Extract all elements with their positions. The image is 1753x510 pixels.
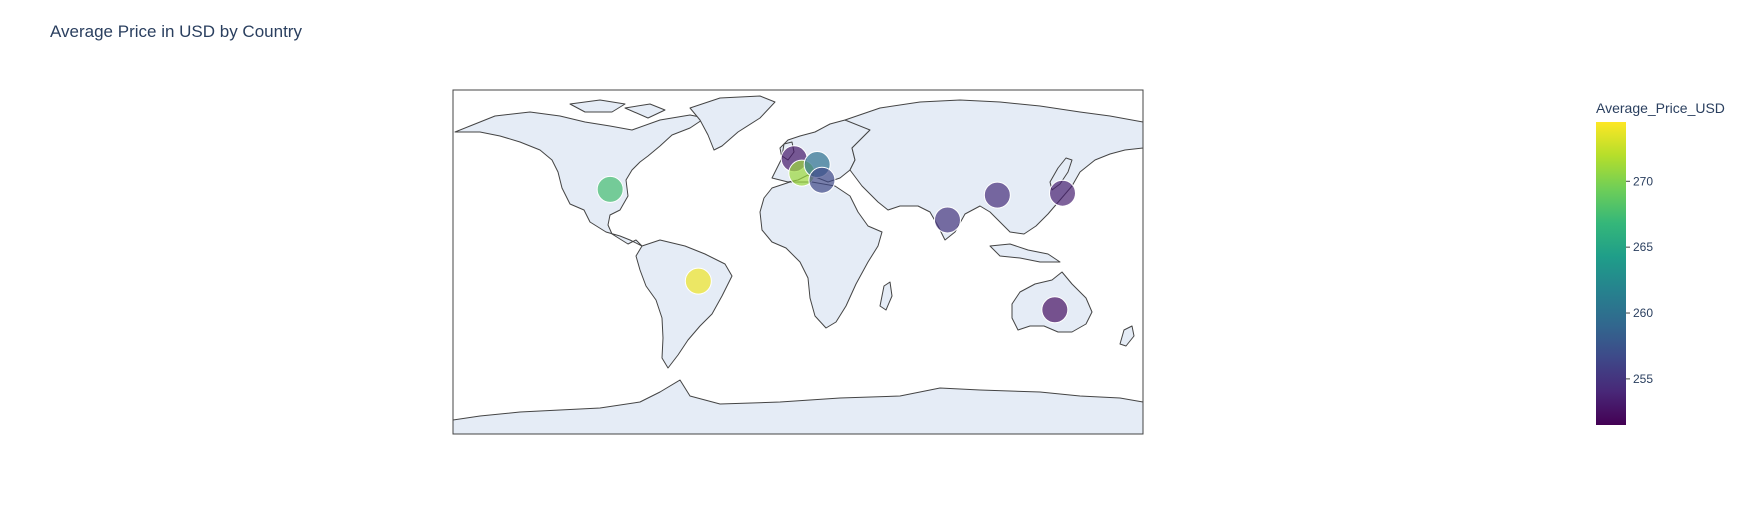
landmass-africa [759,181,883,329]
data-point[interactable] [1041,296,1069,324]
landmass-north-america [454,111,706,247]
landmass-madagascar [879,281,893,311]
data-point[interactable] [934,206,961,234]
data-point[interactable] [596,175,624,203]
landmass-new-zealand [1119,325,1135,347]
landmass-antarctica [453,379,1143,434]
colorbar-tick-label: 255 [1633,372,1653,386]
points-layer [596,145,1076,324]
map-frame [452,89,1144,435]
colorbar-tick-label: 260 [1633,306,1653,320]
landmass-asia [844,99,1143,241]
landmass-arctic-islands [569,99,666,119]
landmass-indonesia [989,243,1061,263]
data-point[interactable] [1049,179,1076,207]
colorbar-tick-label: 270 [1633,174,1653,188]
landmass-greenland [689,95,776,151]
colorbar-gradient [1596,122,1626,425]
colorbar-ticks: 255 260 265 270 [1626,174,1653,386]
data-point[interactable] [983,181,1011,209]
colorbar-title: Average_Price_USD [1596,100,1725,116]
data-point[interactable] [808,166,836,194]
data-point[interactable] [684,267,712,295]
chart-title: Average Price in USD by Country [50,22,302,41]
colorbar-tick-label: 265 [1633,240,1653,254]
